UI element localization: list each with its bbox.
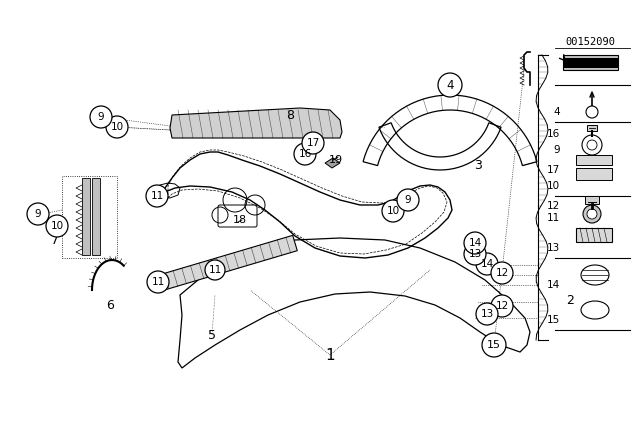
Text: 9: 9 (98, 112, 104, 122)
FancyBboxPatch shape (585, 196, 599, 204)
Circle shape (205, 260, 225, 280)
Circle shape (27, 203, 49, 225)
Text: 11: 11 (152, 277, 164, 287)
Text: 14: 14 (547, 280, 560, 290)
Ellipse shape (581, 265, 609, 285)
Circle shape (397, 189, 419, 211)
Text: 2: 2 (566, 293, 574, 306)
Text: 13: 13 (547, 243, 560, 253)
Text: 17: 17 (307, 138, 319, 148)
Text: 4: 4 (446, 78, 454, 91)
Text: 7: 7 (51, 233, 59, 246)
Text: 6: 6 (106, 298, 114, 311)
Polygon shape (170, 108, 342, 138)
Text: 16: 16 (298, 149, 312, 159)
Circle shape (464, 232, 486, 254)
Circle shape (586, 106, 598, 118)
FancyBboxPatch shape (587, 125, 597, 131)
Polygon shape (325, 158, 340, 168)
Polygon shape (92, 178, 100, 255)
Polygon shape (563, 55, 618, 70)
Polygon shape (82, 178, 90, 255)
Circle shape (582, 135, 602, 155)
Text: 10: 10 (387, 206, 399, 216)
Circle shape (382, 200, 404, 222)
Bar (563, 58, 618, 68)
Text: 5: 5 (208, 328, 216, 341)
Text: 12: 12 (495, 301, 509, 311)
Text: 11: 11 (150, 191, 164, 201)
Circle shape (464, 243, 486, 265)
Text: 12: 12 (547, 201, 560, 211)
Text: 11: 11 (209, 265, 221, 275)
Text: 18: 18 (233, 215, 247, 225)
Text: 00152090: 00152090 (565, 37, 615, 47)
Text: 16: 16 (547, 129, 560, 139)
Text: 8: 8 (286, 108, 294, 121)
Text: 15: 15 (547, 315, 560, 325)
Text: 9: 9 (35, 209, 42, 219)
Text: 15: 15 (487, 340, 501, 350)
Text: 3: 3 (474, 159, 482, 172)
Circle shape (476, 253, 498, 275)
Circle shape (476, 303, 498, 325)
Text: 1: 1 (325, 348, 335, 362)
Circle shape (587, 140, 597, 150)
FancyBboxPatch shape (576, 228, 612, 242)
Text: 9: 9 (554, 145, 560, 155)
Circle shape (146, 185, 168, 207)
Circle shape (491, 262, 513, 284)
Ellipse shape (581, 301, 609, 319)
Circle shape (106, 116, 128, 138)
Circle shape (438, 73, 462, 97)
Text: 14: 14 (468, 238, 482, 248)
Text: 4: 4 (554, 107, 560, 117)
Text: 13: 13 (468, 249, 482, 259)
FancyBboxPatch shape (576, 155, 612, 165)
Text: 19: 19 (329, 155, 343, 165)
Bar (62, 176, 117, 258)
Text: 13: 13 (481, 309, 493, 319)
Circle shape (583, 205, 601, 223)
Circle shape (90, 106, 112, 128)
Text: 14: 14 (481, 259, 493, 269)
Circle shape (147, 271, 169, 293)
Text: 17: 17 (547, 165, 560, 175)
Circle shape (482, 333, 506, 357)
Circle shape (46, 215, 68, 237)
Text: 9: 9 (404, 195, 412, 205)
Text: 10: 10 (51, 221, 63, 231)
Polygon shape (157, 235, 297, 291)
Text: 12: 12 (495, 268, 509, 278)
FancyBboxPatch shape (576, 168, 612, 180)
Circle shape (302, 132, 324, 154)
Circle shape (587, 209, 597, 219)
Circle shape (491, 295, 513, 317)
Text: 11: 11 (547, 213, 560, 223)
Circle shape (294, 143, 316, 165)
Text: 10: 10 (547, 181, 560, 191)
Text: 10: 10 (111, 122, 124, 132)
